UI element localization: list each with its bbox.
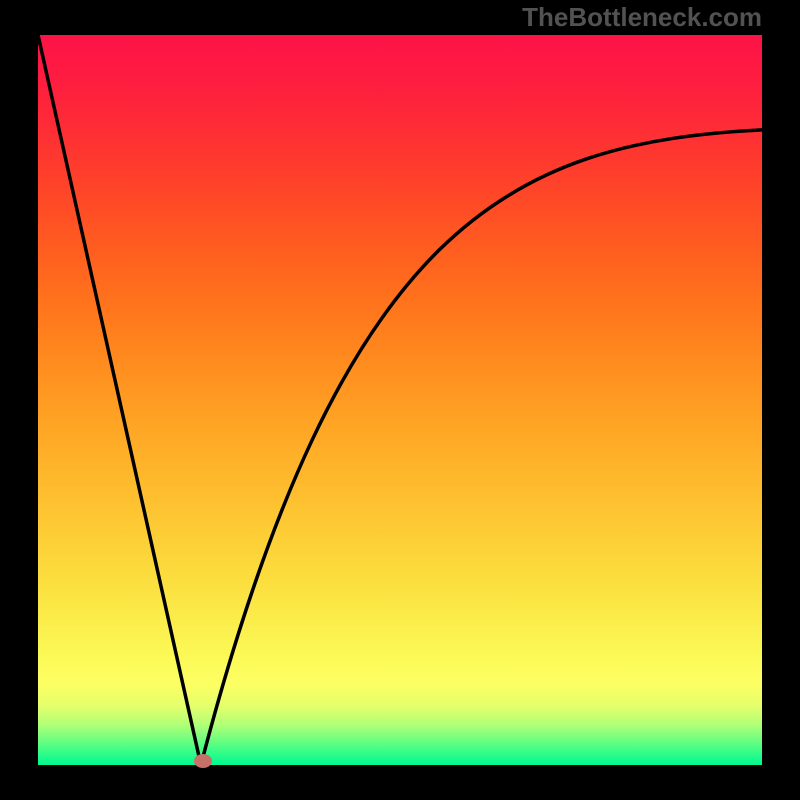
optimal-point-marker [194,754,212,768]
chart-canvas: TheBottleneck.com [0,0,800,800]
attribution-label: TheBottleneck.com [522,2,762,33]
bottleneck-curve [38,35,762,765]
plot-area [38,35,762,765]
